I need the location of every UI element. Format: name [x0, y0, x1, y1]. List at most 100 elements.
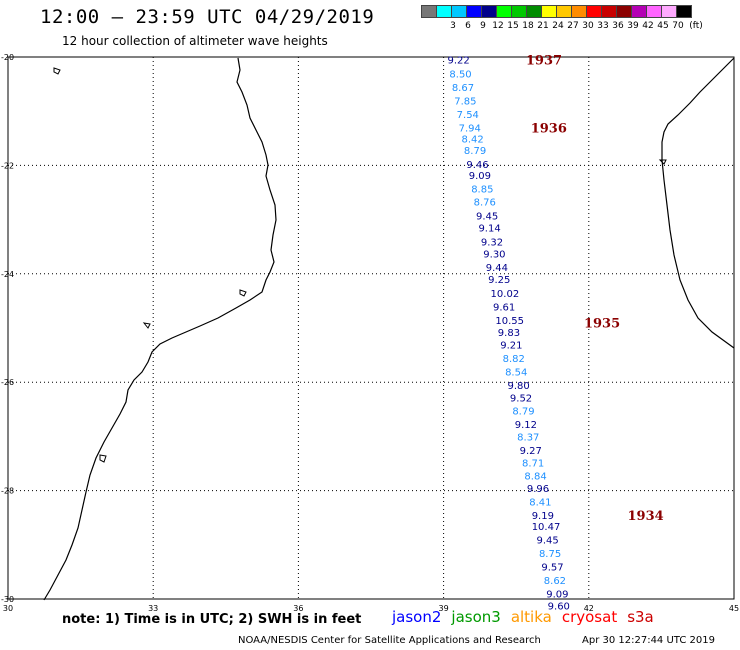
island-south	[142, 322, 151, 329]
wave-height-value: 8.50	[449, 69, 471, 80]
wave-height-value: 7.85	[454, 96, 476, 107]
wave-height-value: 9.57	[541, 562, 563, 573]
wave-height-value: 8.79	[512, 406, 534, 417]
map-note: note: 1) Time is in UTC; 2) SWH is in fe…	[62, 612, 362, 627]
satellite-label: altika	[510, 608, 552, 626]
legend-unit: (ft)	[689, 21, 703, 31]
pass-number: 1936	[531, 121, 567, 136]
map-title: 12:00 – 23:59 UTC 04/29/2019	[40, 6, 375, 28]
wave-height-value: 8.42	[462, 134, 484, 145]
wave-height-value: 9.32	[481, 237, 503, 248]
wave-height-value: 7.54	[457, 110, 479, 121]
island-madagascar	[658, 159, 667, 165]
satellite-legend: jason2 jason3 altika cryosat s3a	[392, 608, 664, 626]
wave-height-value: 9.44	[486, 263, 508, 274]
wave-height-value: 7.94	[459, 123, 481, 134]
map-frame	[7, 56, 735, 600]
legend-label: 24	[552, 21, 564, 31]
legend-label: 21	[537, 21, 549, 31]
wave-height-value: 10.55	[495, 316, 524, 327]
grid-lines	[7, 56, 735, 600]
legend-swatch	[676, 5, 692, 18]
wave-height-value: 9.96	[527, 484, 549, 495]
lake	[99, 454, 107, 463]
lon-tick-label: 36	[293, 604, 303, 613]
wave-height-value: 9.52	[510, 393, 532, 404]
axis-ticks: 30 33 36 39 42 45 -20 -22 -24 -26 -28 -30	[1, 53, 739, 613]
wave-height-value: 9.45	[537, 535, 559, 546]
satellite-label: jason3	[451, 608, 501, 626]
wave-height-value: 8.79	[464, 146, 486, 157]
legend-label: 39	[627, 21, 639, 31]
wave-height-value: 9.19	[532, 511, 554, 522]
lon-tick-label: 30	[3, 604, 13, 613]
coastline-madagascar	[661, 57, 735, 349]
lat-tick-label: -20	[1, 53, 14, 62]
pass-number: 1934	[628, 509, 664, 524]
lat-tick-label: -28	[1, 487, 14, 496]
wave-height-value: 9.09	[546, 590, 568, 601]
coastline-africa	[43, 57, 277, 601]
wave-height-value: 8.75	[539, 549, 561, 560]
lat-tick-label: -24	[1, 270, 14, 279]
wave-height-value: 8.76	[474, 198, 496, 209]
wave-height-value: 9.80	[507, 381, 529, 392]
wave-height-value: 9.25	[488, 275, 510, 286]
legend-label: 9	[480, 21, 486, 31]
lon-tick-label: 45	[729, 604, 739, 613]
wave-height-value: 9.14	[478, 224, 500, 235]
color-legend	[421, 5, 692, 18]
wave-height-value: 8.71	[522, 458, 544, 469]
orbit-pass-labels: 1937 1936 1935 1934	[526, 54, 664, 524]
pass-number: 1937	[526, 54, 562, 69]
wave-height-value: 9.60	[548, 602, 570, 613]
satellite-label: s3a	[627, 608, 654, 626]
wave-height-value: 9.12	[515, 420, 537, 431]
lon-tick-label: 39	[439, 604, 449, 613]
wave-height-value: 9.45	[476, 211, 498, 222]
wave-height-value: 10.47	[532, 522, 561, 533]
wave-height-value: 8.85	[471, 185, 493, 196]
pass-number: 1935	[584, 317, 620, 332]
legend-label: 30	[582, 21, 594, 31]
legend-label: 27	[567, 21, 579, 31]
wave-height-value: 8.62	[544, 576, 566, 587]
satellite-label: cryosat	[561, 608, 618, 626]
legend-label: 15	[507, 21, 519, 31]
lat-tick-label: -22	[1, 161, 14, 170]
island-north	[53, 67, 61, 75]
wave-height-value: 9.21	[500, 340, 522, 351]
footer-timestamp: Apr 30 12:27:44 UTC 2019	[582, 635, 715, 646]
legend-label: 3	[450, 21, 456, 31]
wave-height-value: 8.41	[529, 497, 551, 508]
wave-height-value: 8.67	[452, 83, 474, 94]
wave-height-labels: 9.228.508.677.857.547.948.428.799.469.09…	[447, 56, 569, 613]
island-coast	[239, 289, 247, 297]
wave-height-value: 9.22	[447, 56, 469, 67]
wave-height-value: 8.54	[505, 367, 527, 378]
wave-height-value: 9.46	[466, 160, 488, 171]
wave-height-value: 9.30	[483, 250, 505, 261]
footer-credit: NOAA/NESDIS Center for Satellite Applica…	[238, 635, 541, 646]
lat-tick-label: -30	[1, 595, 14, 604]
legend-label: 70	[672, 21, 684, 31]
lon-tick-label: 33	[148, 604, 158, 613]
legend-label: 33	[597, 21, 609, 31]
wave-height-value: 9.83	[498, 328, 520, 339]
wave-height-value: 8.84	[524, 471, 546, 482]
wave-height-value: 9.27	[520, 446, 542, 457]
legend-label: 18	[522, 21, 534, 31]
wave-height-value: 9.09	[469, 171, 491, 182]
wave-height-value: 10.02	[491, 289, 520, 300]
legend-label: 12	[492, 21, 504, 31]
legend-label: 36	[612, 21, 624, 31]
legend-label: 42	[642, 21, 654, 31]
wave-height-value: 8.82	[503, 354, 525, 365]
lat-tick-label: -26	[1, 378, 14, 387]
legend-label: 6	[465, 21, 471, 31]
wave-height-value: 9.61	[493, 302, 515, 313]
map-subtitle: 12 hour collection of altimeter wave hei…	[62, 34, 328, 48]
lon-tick-label: 42	[584, 604, 594, 613]
satellite-label: jason2	[392, 608, 442, 626]
